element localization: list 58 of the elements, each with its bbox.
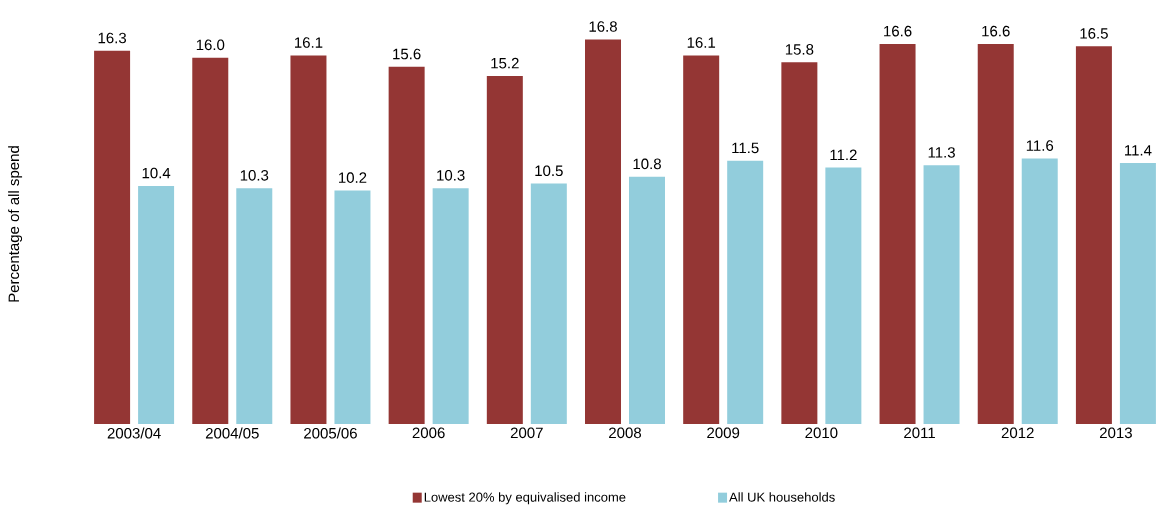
bar xyxy=(432,188,469,424)
bar xyxy=(530,183,567,424)
bar xyxy=(1119,163,1156,424)
x-tick-label: 2004/05 xyxy=(205,427,259,439)
x-tick-label: 2009 xyxy=(707,427,740,439)
bar xyxy=(825,167,862,424)
bar xyxy=(192,57,229,424)
legend-label: Lowest 20% by equivalised income xyxy=(424,492,626,505)
data-label: 16.0 xyxy=(196,39,225,51)
data-label: 11.5 xyxy=(732,142,759,154)
data-label: 15.2 xyxy=(491,57,519,69)
y-axis-title: Percentage of all spend xyxy=(8,146,23,302)
x-tick-label: 2005/06 xyxy=(304,427,357,439)
bar xyxy=(290,55,327,424)
bar xyxy=(94,50,131,424)
bar xyxy=(486,76,523,424)
data-label: 16.5 xyxy=(1080,28,1108,39)
bar xyxy=(585,39,621,424)
bar xyxy=(727,160,764,424)
x-tick-label: 2012 xyxy=(1001,427,1034,439)
data-label: 16.1 xyxy=(687,37,716,48)
data-label: 10.2 xyxy=(339,172,367,183)
x-tick-label: 2010 xyxy=(805,427,838,439)
bar xyxy=(977,43,1014,424)
bar xyxy=(879,43,916,424)
data-label: 16.3 xyxy=(98,32,127,44)
data-label: 10.3 xyxy=(437,170,465,181)
data-label: 11.6 xyxy=(1026,140,1054,151)
bar xyxy=(334,190,371,424)
data-label: 15.6 xyxy=(393,48,421,60)
x-tick-label: 2008 xyxy=(609,427,642,439)
data-label: 11.2 xyxy=(830,149,857,161)
data-label: 16.8 xyxy=(589,21,617,32)
x-tick-label: 2013 xyxy=(1099,427,1132,439)
bar xyxy=(1021,158,1058,424)
bar xyxy=(683,55,720,424)
bar xyxy=(138,185,175,424)
bar xyxy=(629,176,665,424)
x-tick-label: 2003/04 xyxy=(107,427,161,439)
data-label: 11.4 xyxy=(1125,145,1152,156)
x-tick-label: 2006 xyxy=(412,427,445,439)
bar xyxy=(781,62,818,424)
data-label: 16.6 xyxy=(982,25,1010,37)
data-label: 10.5 xyxy=(535,165,563,177)
bar xyxy=(236,188,273,424)
bar xyxy=(923,165,960,424)
data-label: 15.8 xyxy=(785,44,814,55)
data-label: 10.4 xyxy=(142,167,171,179)
data-label: 11.3 xyxy=(928,147,955,158)
data-label: 10.8 xyxy=(633,158,661,170)
x-tick-label: 2011 xyxy=(904,427,935,439)
data-label: 16.6 xyxy=(884,25,912,37)
bar xyxy=(1075,46,1112,424)
x-tick-label: 2007 xyxy=(510,427,543,439)
legend-label: All UK households xyxy=(729,492,835,502)
bar xyxy=(388,66,425,424)
data-label: 10.3 xyxy=(240,170,269,181)
data-label: 16.1 xyxy=(295,37,323,48)
